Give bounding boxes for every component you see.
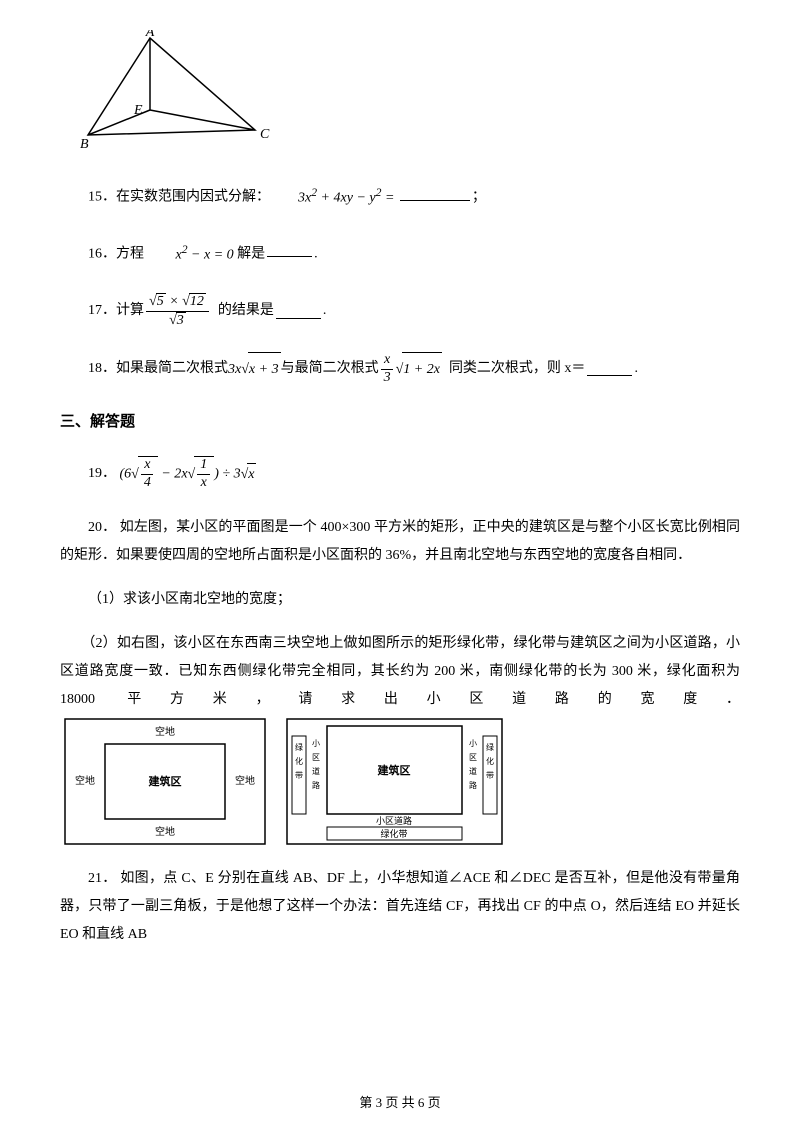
q21-text: ． 如图，点 C、E 分别在直线 AB、DF 上，小华想知道∠ACE 和∠DEC…	[60, 871, 740, 942]
q20-intro-text: ． 如左图，某小区的平面图是一个 400×300 平方米的矩形，正中央的建筑区是…	[60, 520, 740, 563]
question-21: 21． 如图，点 C、E 分别在直线 AB、DF 上，小华想知道∠ACE 和∠D…	[60, 865, 740, 949]
question-20-part2: （2）如右图，该小区在东西南三块空地上做如图所示的矩形绿化带，绿化带与建筑区之间…	[60, 630, 740, 849]
svg-text:区: 区	[312, 753, 320, 762]
svg-text:化: 化	[295, 756, 303, 766]
q17-before: ．计算	[102, 300, 144, 322]
q16-mid: 解是	[237, 246, 265, 261]
q20-diagrams: 空地 空地 空地 空地 建筑区 建筑区 小区道路 绿化带 绿 化 带 绿 化 带…	[60, 714, 507, 849]
svg-text:绿: 绿	[295, 743, 303, 752]
svg-text:空地: 空地	[75, 774, 95, 787]
q20-right-diagram: 建筑区 小区道路 绿化带 绿 化 带 绿 化 带 小 区 道 路 小 区 道 路	[282, 714, 507, 849]
question-20-intro: 20． 如左图，某小区的平面图是一个 400×300 平方米的矩形，正中央的建筑…	[60, 514, 740, 570]
svg-text:小: 小	[469, 739, 477, 748]
q18-after: 同类二次根式，则 x＝	[449, 352, 586, 386]
svg-text:建筑区: 建筑区	[149, 774, 182, 788]
question-16: 16．方程 x2 − x = 0 解是.	[60, 237, 740, 271]
svg-text:A: A	[145, 30, 155, 40]
q15-blank	[400, 187, 470, 201]
q17-period: .	[323, 300, 327, 322]
q15-expr: 3x2 + 4xy − y2 =	[270, 180, 394, 214]
q20-left-diagram: 空地 空地 空地 空地 建筑区	[60, 714, 270, 849]
q18-expr1: 3xx + 3	[228, 352, 281, 387]
q17-after: 的结果是	[218, 300, 274, 322]
q15-before: ．在实数范围内因式分解：	[102, 190, 270, 205]
svg-text:空地: 空地	[235, 774, 255, 787]
svg-text:路: 路	[469, 780, 477, 790]
q19-expr: (6x4 − 2x1x) ÷ 3x	[120, 456, 257, 492]
q20-num: 20	[88, 520, 102, 535]
triangle-svg: A B C E	[80, 30, 270, 150]
question-15: 15．在实数范围内因式分解：3x2 + 4xy − y2 = ；	[60, 180, 740, 214]
svg-text:化: 化	[486, 756, 494, 766]
q18-frac: x 3	[381, 352, 394, 387]
svg-text:小区道路: 小区道路	[375, 815, 411, 826]
svg-text:道: 道	[312, 766, 320, 776]
svg-text:C: C	[260, 127, 270, 142]
q17-fraction: 5 × 12 3	[146, 293, 209, 330]
q15-num: 15	[88, 190, 102, 205]
question-20-part1: （1）求该小区南北空地的宽度；	[60, 586, 740, 614]
q16-blank	[267, 243, 312, 257]
q19-period: ．	[102, 463, 116, 485]
q21-num: 21	[88, 871, 102, 886]
section-3-title: 三、解答题	[60, 410, 740, 434]
svg-text:B: B	[80, 137, 89, 150]
svg-text:空地: 空地	[155, 725, 175, 738]
question-18: 18．如果最简二次根式 3xx + 3 与最简二次根式 x 3 1 + 2x 同…	[88, 352, 740, 387]
svg-text:绿化带: 绿化带	[380, 828, 407, 839]
q19-num: 19	[88, 463, 102, 485]
svg-text:绿: 绿	[486, 743, 494, 752]
svg-text:道: 道	[469, 766, 477, 776]
q18-expr2: 1 + 2x	[396, 352, 442, 387]
q18-blank	[587, 362, 632, 376]
question-19: 19． (6x4 − 2x1x) ÷ 3x	[88, 456, 740, 492]
svg-text:小: 小	[312, 739, 320, 748]
svg-text:E: E	[133, 103, 143, 118]
page-footer: 第 3 页 共 6 页	[0, 1093, 800, 1114]
q16-before: ．方程	[102, 246, 144, 261]
svg-text:带: 带	[295, 771, 303, 780]
q18-before: ．如果最简二次根式	[102, 352, 228, 386]
svg-text:路: 路	[312, 780, 320, 790]
q16-num: 16	[88, 246, 102, 261]
svg-text:区: 区	[469, 753, 477, 762]
q20-part2-text: （2）如右图，该小区在东西南三块空地上做如图所示的矩形绿化带，绿化带与建筑区之间…	[60, 636, 740, 707]
svg-text:带: 带	[486, 771, 494, 780]
q18-num: 18	[88, 352, 102, 386]
triangle-figure: A B C E	[80, 30, 740, 158]
q18-period: .	[634, 352, 638, 386]
q17-blank	[276, 305, 321, 319]
svg-text:空地: 空地	[155, 825, 175, 838]
q16-after: .	[314, 246, 318, 261]
question-17: 17．计算 5 × 12 3 的结果是.	[88, 293, 740, 330]
q16-expr: x2 − x = 0	[148, 237, 234, 271]
q15-after: ；	[472, 190, 486, 205]
q17-num: 17	[88, 300, 102, 322]
svg-text:建筑区: 建筑区	[377, 763, 410, 777]
q18-mid: 与最简二次根式	[281, 352, 379, 386]
